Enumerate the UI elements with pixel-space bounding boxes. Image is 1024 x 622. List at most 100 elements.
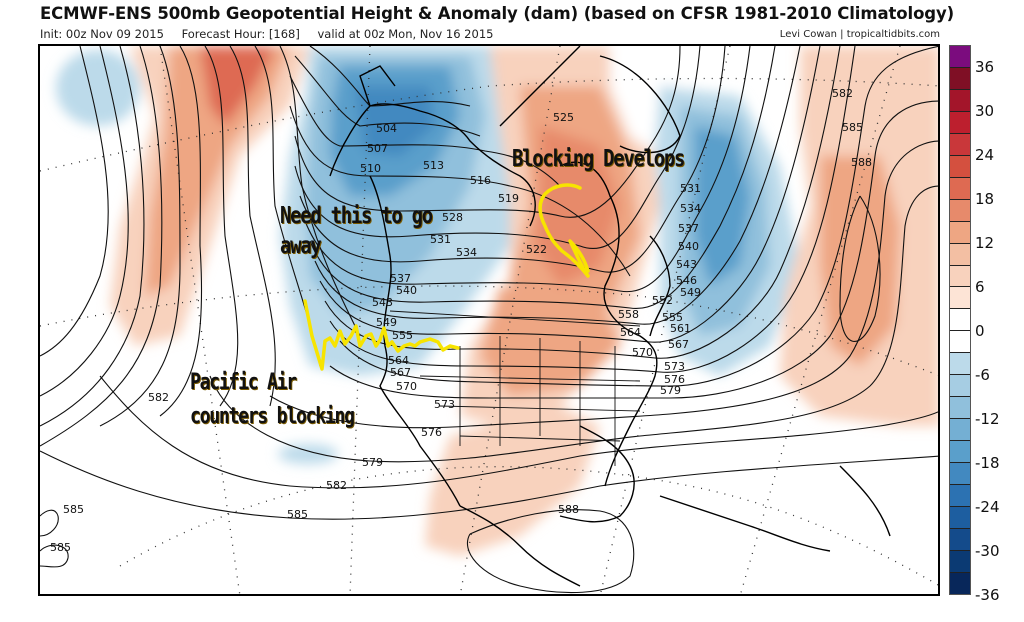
contour-label: 522 (526, 243, 547, 256)
colorbar-tick-label: 30 (975, 102, 995, 120)
contour-label: 582 (148, 391, 169, 404)
colorbar-segment (950, 199, 970, 222)
contour-label: 519 (498, 192, 519, 205)
contour-label: 531 (430, 233, 451, 246)
colorbar-tick-label: 0 (975, 322, 985, 340)
anomaly-colorbar (949, 45, 971, 595)
contour-label: 549 (680, 286, 701, 299)
colorbar-segment (950, 441, 970, 464)
colorbar-tick-label: -6 (975, 366, 990, 384)
map-subtitle: Init: 00z Nov 09 2015 Forecast Hour: [16… (40, 27, 507, 41)
colorbar-segment (950, 265, 970, 288)
contour-label: 549 (376, 316, 397, 329)
colorbar-segment (950, 572, 970, 594)
political-borders (389, 310, 641, 466)
contour-label: 573 (434, 398, 455, 411)
graticule (40, 46, 938, 594)
contour-label: 576 (664, 373, 685, 386)
contour-label: 543 (676, 258, 697, 271)
colorbar-tick-label: -12 (975, 410, 1000, 428)
contour-label: 570 (632, 346, 653, 359)
contour-label: 510 (360, 162, 381, 175)
colorbar-segment (950, 177, 970, 200)
colorbar-tick-label: -18 (975, 454, 1000, 472)
contour-label: 564 (388, 354, 409, 367)
contour-label: 585 (842, 121, 863, 134)
annotation-need-this-to-go-away: Need this to go away (280, 203, 433, 259)
colorbar-segment (950, 419, 970, 442)
colorbar-segment (950, 528, 970, 551)
colorbar-segment (950, 46, 970, 68)
annotation-blocking-develops: Blocking Develops (512, 146, 685, 172)
colorbar-segment (950, 331, 970, 354)
anomaly-shading (56, 46, 938, 556)
colorbar-segment (950, 287, 970, 310)
colorbar-segment (950, 397, 970, 420)
contour-label: 516 (470, 174, 491, 187)
contour-label: 534 (680, 202, 701, 215)
colorbar-tick-label: 6 (975, 278, 985, 296)
colorbar-segment (950, 133, 970, 156)
colorbar-segment (950, 67, 970, 90)
contour-label: 534 (456, 246, 477, 259)
contour-label: 561 (670, 322, 691, 335)
blocking-loop (538, 183, 590, 278)
contour-label: 588 (558, 503, 579, 516)
contour-label: 528 (442, 211, 463, 224)
contour-label: 576 (421, 426, 442, 439)
colorbar-tick-label: -30 (975, 542, 1000, 560)
contour-label: 543 (372, 296, 393, 309)
colorbar-tick-label: 24 (975, 146, 995, 164)
colorbar-segment (950, 243, 970, 266)
colorbar-tick-label: 36 (975, 58, 995, 76)
contour-label: 582 (326, 479, 347, 492)
colorbar-segment (950, 155, 970, 178)
contour-label: 585 (63, 503, 84, 516)
colorbar-segment (950, 507, 970, 529)
colorbar-segment (950, 485, 970, 508)
contour-label: 531 (680, 182, 701, 195)
map-title: ECMWF-ENS 500mb Geopotential Height & An… (40, 4, 955, 23)
contour-label: 507 (367, 142, 388, 155)
contour-label: 525 (553, 111, 574, 124)
contour-label: 573 (664, 360, 685, 373)
init-time: Init: 00z Nov 09 2015 (40, 27, 164, 41)
colorbar-tick-label: -24 (975, 498, 1000, 516)
contour-label: 555 (392, 329, 413, 342)
contour-label: 585 (287, 508, 308, 521)
colorbar-segment (950, 111, 970, 134)
contour-label: 504 (376, 122, 397, 135)
colorbar-segment (950, 221, 970, 244)
annotation-scribbles (303, 183, 590, 371)
pacific-air-squiggle (303, 299, 460, 371)
contour-label: 582 (832, 87, 853, 100)
colorbar-tick-label: 12 (975, 234, 995, 252)
contour-label: 579 (660, 384, 681, 397)
colorbar-labels: 36 30 24 18 12 6 0 -6 -12 -18 -24 -30 -36 (975, 45, 1020, 604)
colorbar-segment (950, 463, 970, 486)
colorbar-segment (950, 375, 970, 398)
contour-label: 537 (390, 272, 411, 285)
contour-label: 570 (396, 380, 417, 393)
colorbar-segment (950, 309, 970, 332)
contour-label: 540 (678, 240, 699, 253)
contour-label: 585 (50, 541, 71, 554)
contour-label: 588 (851, 156, 872, 169)
colorbar-tick-label: 18 (975, 190, 995, 208)
credit-text: Levi Cowan | tropicaltidbits.com (779, 29, 940, 40)
colorbar-segment (950, 550, 970, 573)
colorbar-segment (950, 89, 970, 112)
contour-label: 555 (662, 311, 683, 324)
contour-label: 564 (620, 326, 641, 339)
annotation-pacific-air: Pacific Air counters blocking (190, 370, 355, 429)
colorbar-tick-label: -36 (975, 586, 1000, 604)
contour-label: 513 (423, 159, 444, 172)
contour-label: 567 (390, 366, 411, 379)
contour-label: 537 (678, 222, 699, 235)
coastlines (329, 46, 891, 587)
contour-label: 558 (618, 308, 639, 321)
colorbar-segment (950, 353, 970, 376)
contour-label: 540 (396, 284, 417, 297)
